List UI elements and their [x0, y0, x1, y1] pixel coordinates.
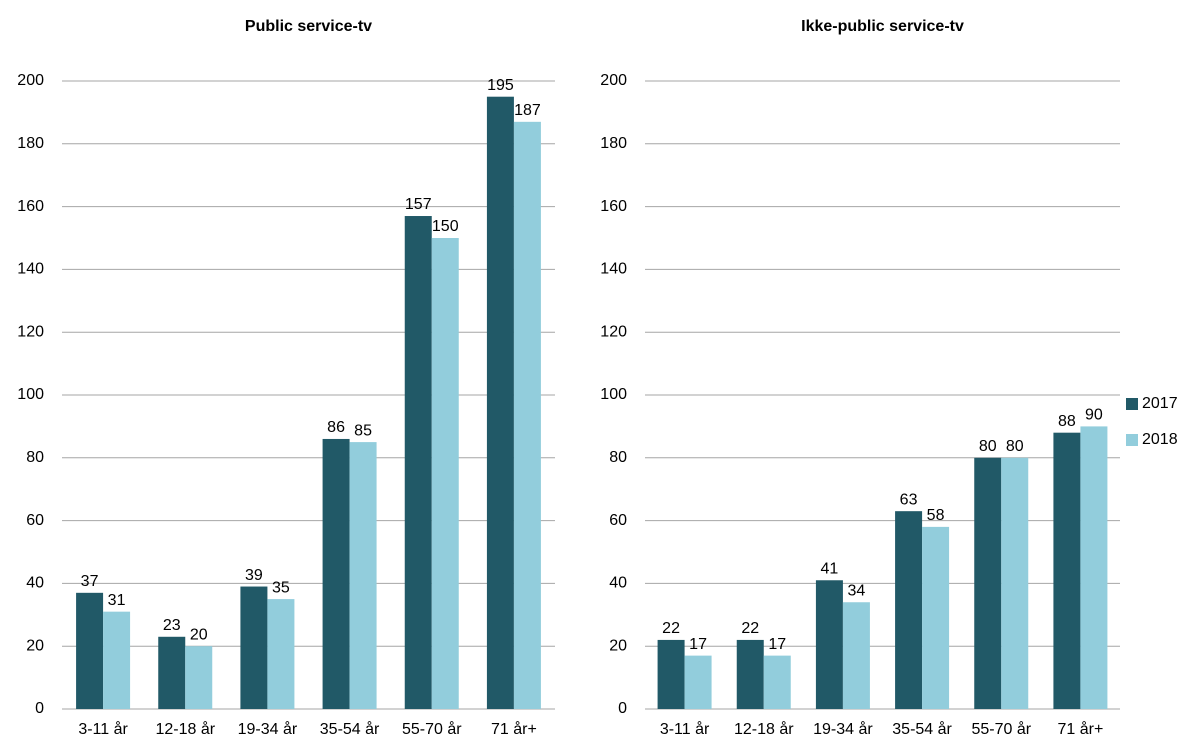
data-label: 195: [487, 77, 514, 94]
data-label: 17: [689, 636, 707, 653]
data-label: 157: [405, 196, 432, 213]
x-tick-label: 3-11 år: [660, 720, 710, 738]
bar: [322, 438, 350, 709]
data-label: 35: [272, 579, 290, 596]
bar: [349, 442, 377, 709]
data-label: 20: [190, 626, 208, 643]
legend-label: 2018: [1142, 431, 1178, 448]
x-tick-label: 12-18 år: [155, 720, 215, 738]
data-label: 41: [821, 560, 839, 577]
bar: [736, 639, 764, 709]
y-tick-label: 20: [26, 637, 44, 654]
y-tick-label: 180: [600, 135, 627, 152]
y-tick-label: 60: [26, 512, 44, 529]
bar: [76, 592, 104, 709]
bar: [895, 511, 923, 709]
data-label: 31: [108, 592, 126, 609]
x-tick-label: 35-54 år: [892, 720, 952, 738]
y-tick-label: 80: [26, 449, 44, 466]
bar: [684, 655, 712, 709]
x-tick-label: 19-34 år: [238, 720, 298, 738]
y-tick-label: 140: [17, 261, 44, 278]
data-label: 37: [81, 573, 99, 590]
y-tick-label: 60: [609, 512, 627, 529]
y-tick-label: 100: [600, 386, 627, 403]
y-tick-label: 100: [17, 386, 44, 403]
chart-title: Ikke-public service-tv: [801, 18, 964, 35]
x-tick-label: 71 år+: [491, 720, 537, 738]
y-tick-label: 160: [600, 198, 627, 215]
chart-title: Public service-tv: [245, 18, 372, 35]
data-label: 22: [662, 620, 680, 637]
x-tick-label: 71 år+: [1058, 720, 1104, 738]
y-tick-label: 200: [17, 72, 44, 89]
bar: [240, 586, 268, 709]
legend-swatch: [1126, 434, 1138, 446]
data-label: 63: [900, 491, 918, 508]
y-tick-label: 140: [600, 261, 627, 278]
data-label: 80: [1006, 438, 1024, 455]
data-label: 39: [245, 567, 263, 584]
y-tick-label: 40: [609, 575, 627, 592]
legend-label: 2017: [1142, 395, 1178, 412]
bar: [513, 121, 541, 709]
data-label: 90: [1085, 407, 1103, 424]
data-label: 150: [432, 218, 459, 235]
bar: [922, 526, 950, 709]
data-label: 86: [327, 419, 345, 436]
x-tick-label: 55-70 år: [971, 720, 1031, 738]
legend-swatch: [1126, 398, 1138, 410]
x-tick-label: 55-70 år: [402, 720, 462, 738]
y-tick-label: 0: [35, 700, 44, 717]
y-tick-label: 80: [609, 449, 627, 466]
bar: [1080, 426, 1108, 709]
data-label: 58: [927, 507, 945, 524]
bar: [763, 655, 791, 709]
bar: [1053, 432, 1081, 709]
y-tick-label: 160: [17, 198, 44, 215]
data-label: 187: [514, 102, 541, 119]
y-tick-label: 20: [609, 637, 627, 654]
bar: [815, 580, 843, 709]
x-tick-label: 35-54 år: [320, 720, 380, 738]
bar: [974, 457, 1002, 709]
data-label: 88: [1058, 413, 1076, 430]
data-label: 85: [354, 422, 372, 439]
bar: [486, 96, 514, 709]
bar: [404, 216, 432, 709]
y-tick-label: 200: [600, 72, 627, 89]
y-tick-label: 0: [618, 700, 627, 717]
y-tick-label: 40: [26, 575, 44, 592]
bar: [842, 602, 870, 709]
x-tick-label: 3-11 år: [78, 720, 128, 738]
y-tick-label: 120: [17, 323, 44, 340]
y-tick-label: 120: [600, 323, 627, 340]
x-tick-label: 12-18 år: [734, 720, 794, 738]
bar: [267, 599, 295, 709]
bar: [158, 636, 186, 709]
x-tick-label: 19-34 år: [813, 720, 873, 738]
bar: [103, 611, 131, 709]
data-label: 34: [848, 582, 866, 599]
data-label: 22: [741, 620, 759, 637]
bar: [1001, 457, 1029, 709]
data-label: 23: [163, 617, 181, 634]
data-label: 17: [768, 636, 786, 653]
bar: [431, 238, 459, 709]
y-tick-label: 180: [17, 135, 44, 152]
data-label: 80: [979, 438, 997, 455]
bar: [185, 646, 213, 709]
bar: [657, 639, 685, 709]
